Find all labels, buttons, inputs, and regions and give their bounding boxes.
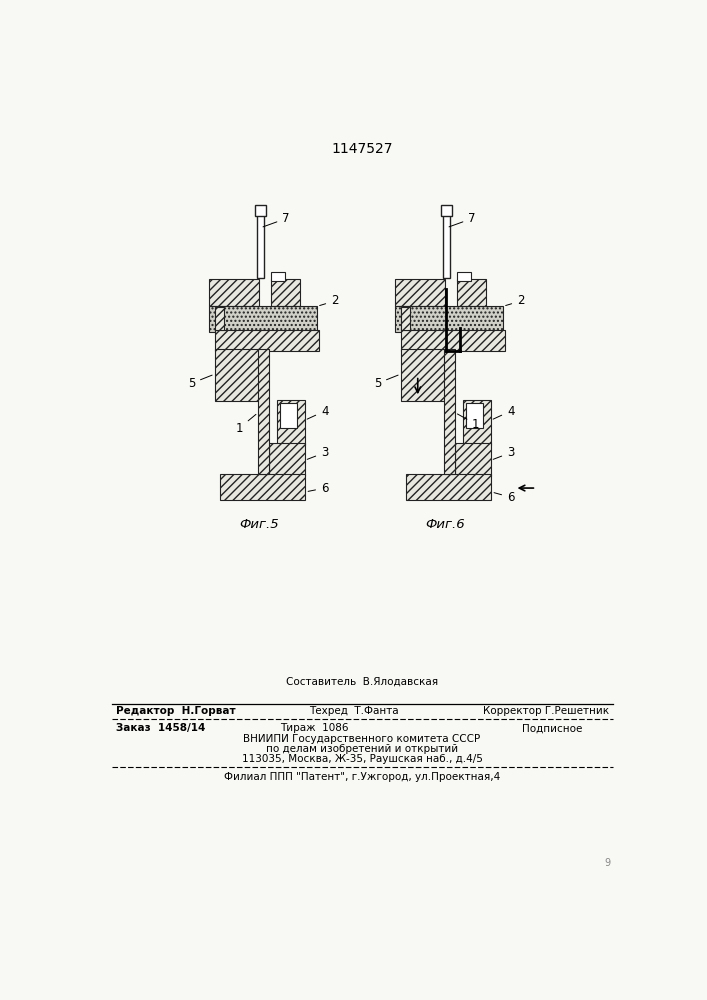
Text: Техред  Т.Фанта: Техред Т.Фанта bbox=[309, 706, 399, 716]
Bar bbox=[258, 349, 269, 474]
Text: 4: 4 bbox=[493, 405, 515, 419]
Bar bbox=[215, 307, 224, 330]
Text: Филиал ППП "Патент", г.Ужгород, ул.Проектная,4: Филиал ППП "Патент", г.Ужгород, ул.Проек… bbox=[224, 772, 500, 782]
Bar bbox=[280, 403, 297, 428]
Text: 5: 5 bbox=[374, 375, 398, 390]
Text: 9: 9 bbox=[604, 858, 611, 868]
Bar bbox=[269, 443, 305, 476]
Bar bbox=[441, 205, 452, 216]
Text: Фиг.5: Фиг.5 bbox=[239, 518, 279, 531]
Bar bbox=[209, 306, 317, 332]
Bar bbox=[406, 474, 491, 500]
Text: 1: 1 bbox=[235, 414, 256, 434]
Text: ВНИИПИ Государственного комитета СССР: ВНИИПИ Государственного комитета СССР bbox=[243, 734, 481, 744]
Text: 6: 6 bbox=[494, 491, 515, 504]
Text: Подписное: Подписное bbox=[522, 723, 583, 733]
Text: 5: 5 bbox=[188, 375, 212, 390]
Bar bbox=[444, 349, 455, 474]
Text: 7: 7 bbox=[449, 212, 476, 227]
Bar bbox=[395, 279, 445, 306]
Bar bbox=[464, 400, 491, 445]
Bar bbox=[215, 349, 259, 401]
Text: 2: 2 bbox=[506, 294, 525, 307]
Text: 113035, Москва, Ж-35, Раушская наб., д.4/5: 113035, Москва, Ж-35, Раушская наб., д.4… bbox=[242, 754, 482, 764]
Bar bbox=[277, 400, 305, 445]
Bar bbox=[455, 443, 491, 476]
Text: 6: 6 bbox=[308, 482, 329, 495]
Bar bbox=[215, 330, 319, 351]
Text: 3: 3 bbox=[308, 446, 329, 459]
Text: 1147527: 1147527 bbox=[331, 142, 392, 156]
Text: 2: 2 bbox=[320, 294, 339, 307]
Text: Фиг.6: Фиг.6 bbox=[425, 518, 464, 531]
Text: 4: 4 bbox=[307, 405, 329, 419]
Bar bbox=[466, 403, 483, 428]
Bar bbox=[271, 279, 300, 306]
Bar bbox=[401, 330, 505, 351]
Text: Заказ  1458/14: Заказ 1458/14 bbox=[115, 723, 205, 733]
Text: Тираж  1086: Тираж 1086 bbox=[280, 723, 349, 733]
Bar bbox=[457, 279, 486, 306]
Text: 7: 7 bbox=[263, 212, 290, 227]
Bar bbox=[255, 205, 266, 216]
Text: Корректор Г.Решетник: Корректор Г.Решетник bbox=[483, 706, 609, 716]
Text: Редактор  Н.Горват: Редактор Н.Горват bbox=[115, 706, 235, 716]
Bar bbox=[401, 307, 410, 330]
Bar bbox=[401, 349, 445, 401]
Text: 1: 1 bbox=[457, 414, 479, 431]
Bar bbox=[395, 306, 503, 332]
Bar bbox=[209, 279, 259, 306]
Text: Составитель  В.Ялодавская: Составитель В.Ялодавская bbox=[286, 677, 438, 687]
Bar bbox=[271, 272, 285, 281]
Bar bbox=[457, 272, 472, 281]
Bar bbox=[443, 209, 450, 278]
Text: 3: 3 bbox=[493, 446, 515, 459]
Bar bbox=[220, 474, 305, 500]
Bar bbox=[257, 209, 264, 278]
Text: по делам изобретений и открытий: по делам изобретений и открытий bbox=[266, 744, 458, 754]
